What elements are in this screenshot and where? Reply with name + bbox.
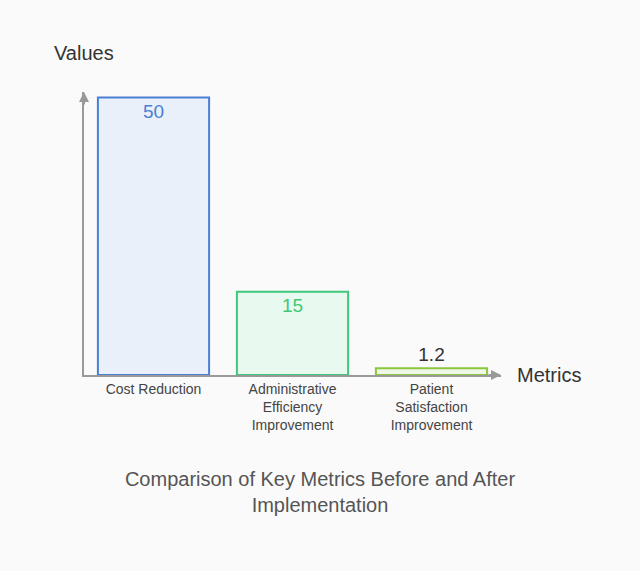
svg-text:Values: Values <box>54 42 114 64</box>
svg-text:50: 50 <box>143 101 164 122</box>
svg-text:AdministrativeEfficiencyImprov: AdministrativeEfficiencyImprovement <box>249 381 337 433</box>
svg-text:Cost Reduction: Cost Reduction <box>106 381 202 397</box>
svg-text:PatientSatisfactionImprovement: PatientSatisfactionImprovement <box>391 381 473 433</box>
svg-text:1.2: 1.2 <box>418 344 444 365</box>
svg-text:Comparison of Key Metrics Befo: Comparison of Key Metrics Before and Aft… <box>125 468 516 516</box>
svg-text:15: 15 <box>282 295 303 316</box>
svg-text:Metrics: Metrics <box>517 364 581 386</box>
